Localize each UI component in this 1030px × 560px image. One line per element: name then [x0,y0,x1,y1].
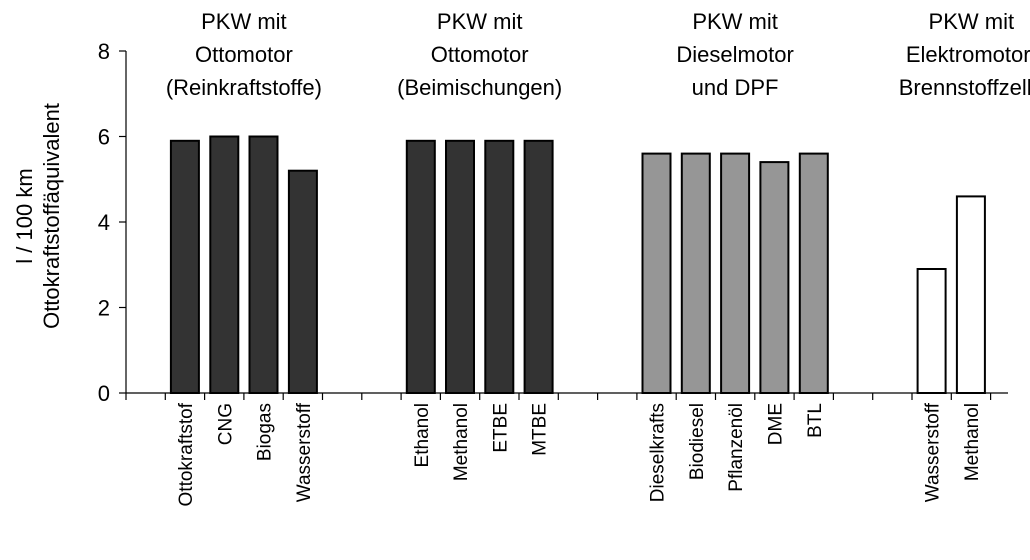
tick-labels: 0 2 4 6 8 Ottokraftstof CNG Biogas Wasserstoff Et… [98,39,983,506]
x-category-label: DME [765,403,786,445]
x-category-label: Wasserstoff [923,402,944,502]
bar-ethanol [405,139,436,394]
bar-btl [798,152,829,394]
bar-dme [759,161,790,394]
bar-wasserstoff [916,268,947,394]
y-tick-label: 0 [98,381,110,406]
group-heading: PKW mit Elektromotor/Brennstoffzelle [899,9,1030,100]
x-category-label: BTL [805,403,826,438]
group-heading: PKW mit Ottomotor (Beimischungen) [397,9,562,100]
group-heading-line: (Reinkraftstoffe) [166,75,322,100]
x-category-label: Methanol [451,403,472,481]
group-heading-line: Dieselmotor [676,42,793,67]
group-heading-line: Ottomotor [431,42,529,67]
x-category-label: CNG [215,403,236,445]
group-heading-line: und DPF [692,75,779,100]
group-heading-line: PKW mit [437,9,523,34]
group-headings: PKW mit Ottomotor (Reinkraftstoffe)PKW mit… [166,9,1030,100]
x-category-label: Pflanzenöl [726,403,747,492]
x-category-label: Ottokraftstof [176,402,197,506]
group-heading-line: PKW mit [929,9,1015,34]
x-category-label: Dieselkrafts [648,403,669,502]
y-axis-title: l / 100 km Ottokraftstoffäquivalent [12,103,64,329]
bar-biodiesel [680,152,711,394]
group-heading-line: Brennstoffzelle [899,75,1030,100]
y-tick-label: 8 [98,39,110,64]
bar-cng [209,135,240,394]
bar-mtbe [523,139,554,394]
group-heading-line: (Beimischungen) [397,75,562,100]
x-category-label: Ethanol [412,403,433,467]
x-category-label: ETBE [490,403,511,453]
y-tick-label: 4 [98,210,110,235]
y-tick-label: 6 [98,125,110,150]
bar-dieselkrafts [641,152,672,394]
bar-biogas [248,135,279,394]
x-category-label: Biogas [255,403,276,461]
axes [119,50,1008,400]
group-heading-line: PKW mit [692,9,778,34]
x-category-label: MTBE [530,403,551,456]
bar-pflanzenöl [720,152,751,394]
y-axis-title-line: Ottokraftstoffäquivalent [39,103,64,329]
x-category-label: Methanol [962,403,983,481]
group-heading: PKW mit Dieselmotor und DPF [676,9,793,100]
x-category-label: Wasserstoff [294,402,315,502]
x-category-label: Biodiesel [687,403,708,480]
y-tick-label: 2 [98,296,110,321]
bar-wasserstoff [287,169,318,394]
bar-etbe [484,139,515,394]
bar-ottokraftstof [169,139,200,394]
y-axis-title-line: l / 100 km [12,168,37,263]
group-heading-line: PKW mit [201,9,287,34]
group-heading-line: Ottomotor [195,42,293,67]
bar-methanol [445,139,475,394]
bar-methanol [955,195,986,394]
group-heading: PKW mit Ottomotor (Reinkraftstoffe) [166,9,322,100]
bars [169,135,986,394]
group-heading-line: Elektromotor/ [906,42,1030,67]
